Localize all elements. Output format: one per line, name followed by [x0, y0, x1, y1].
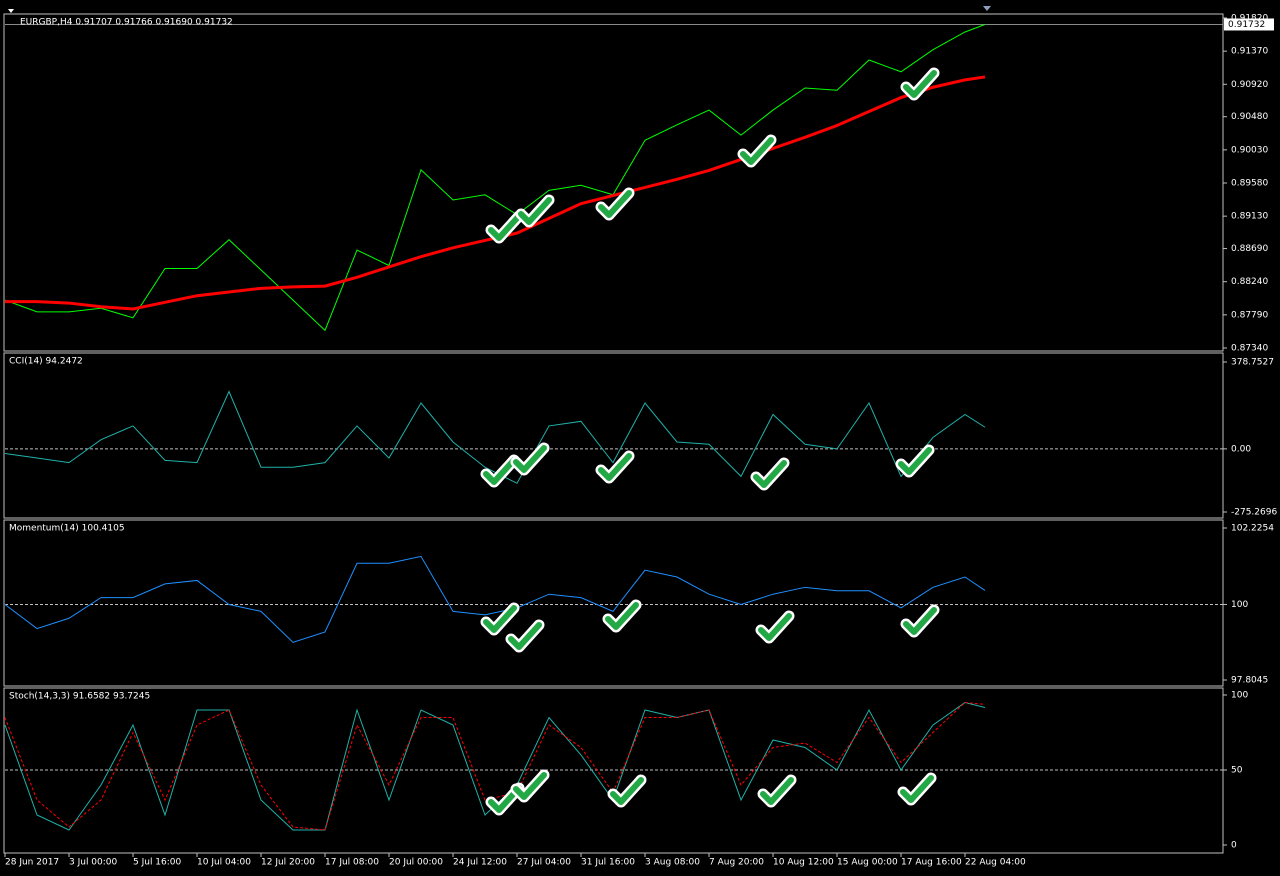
y-tick-label: 100 — [1231, 691, 1248, 701]
check-mark — [518, 197, 552, 225]
y-tick-label: 0 — [1231, 841, 1237, 851]
check-mark — [513, 772, 547, 800]
check-mark — [898, 447, 932, 475]
y-tick-label: 97.8045 — [1231, 676, 1268, 686]
y-tick-label: 102.2254 — [1231, 524, 1274, 534]
check-mark — [610, 777, 644, 805]
x-tick-label: 10 Aug 12:00 — [773, 858, 834, 868]
check-mark — [483, 605, 517, 633]
y-tick-label: -275.2696 — [1231, 508, 1277, 518]
check-mark — [488, 785, 522, 813]
x-tick-label: 3 Jul 00:00 — [69, 858, 118, 868]
x-tick-label: 7 Aug 20:00 — [709, 858, 764, 868]
check-mark — [740, 137, 774, 165]
series-line — [4, 701, 986, 831]
x-tick-label: 17 Jul 08:00 — [325, 858, 379, 868]
y-tick-label: 0.88240 — [1231, 277, 1268, 287]
check-mark — [753, 460, 787, 488]
x-tick-label: 3 Aug 08:00 — [645, 858, 700, 868]
y-tick-label: 50 — [1231, 766, 1243, 776]
y-tick-label: 0.89580 — [1231, 179, 1268, 189]
series-line — [4, 24, 986, 332]
x-tick-label: 27 Jul 04:00 — [517, 858, 571, 868]
x-tick-label: 20 Jul 00:00 — [389, 858, 443, 868]
series-line — [4, 555, 986, 643]
panel-title: EURGBP,H4 0.91707 0.91766 0.91690 0.9173… — [20, 18, 233, 28]
y-tick-label: 0.88690 — [1231, 244, 1268, 254]
check-mark — [488, 213, 522, 241]
check-mark — [903, 70, 937, 98]
check-mark — [598, 190, 632, 218]
y-tick-label: 0.90480 — [1231, 112, 1268, 122]
y-tick-label: 378.7527 — [1231, 358, 1274, 368]
check-mark — [758, 613, 792, 641]
x-tick-label: 5 Jul 16:00 — [133, 858, 182, 868]
check-mark — [760, 777, 794, 805]
panel-title: Stoch(14,3,3) 91.6582 93.7245 — [9, 692, 150, 702]
shift-marker — [983, 6, 991, 11]
check-mark — [483, 457, 517, 485]
y-tick-label: 0.87340 — [1231, 344, 1268, 354]
check-mark — [598, 453, 632, 481]
current-price-label: 0.91732 — [1228, 20, 1265, 30]
check-mark — [513, 445, 547, 473]
current-price-tag — [1224, 18, 1274, 31]
y-tick-label: 0.91370 — [1231, 47, 1268, 57]
x-tick-label: 17 Aug 16:00 — [901, 858, 962, 868]
x-tick-label: 22 Aug 04:00 — [965, 858, 1026, 868]
x-tick-label: 12 Jul 20:00 — [261, 858, 315, 868]
panel-frame — [3, 519, 1224, 687]
x-tick-label: 15 Aug 00:00 — [837, 858, 898, 868]
x-tick-label: 28 Jun 2017 — [5, 858, 59, 868]
check-mark — [605, 602, 639, 630]
check-mark — [903, 607, 937, 635]
panel-title: Momentum(14) 100.4105 — [9, 524, 125, 534]
y-tick-label: 0.00 — [1231, 444, 1251, 454]
y-tick-label: 0.87790 — [1231, 310, 1268, 320]
check-mark — [508, 622, 542, 650]
y-tick-label: 0.90030 — [1231, 145, 1268, 155]
y-tick-label: 0.89130 — [1231, 212, 1268, 222]
x-tick-label: 24 Jul 12:00 — [453, 858, 507, 868]
x-tick-label: 31 Jul 16:00 — [581, 858, 635, 868]
x-tick-label: 10 Jul 04:00 — [197, 858, 251, 868]
y-tick-label: 100 — [1231, 600, 1248, 610]
panel-title: CCI(14) 94.2472 — [9, 357, 83, 367]
check-mark — [900, 775, 934, 803]
y-tick-label: 0.90920 — [1231, 80, 1268, 90]
panel-frame — [3, 352, 1224, 519]
menu-arrow — [8, 9, 14, 13]
